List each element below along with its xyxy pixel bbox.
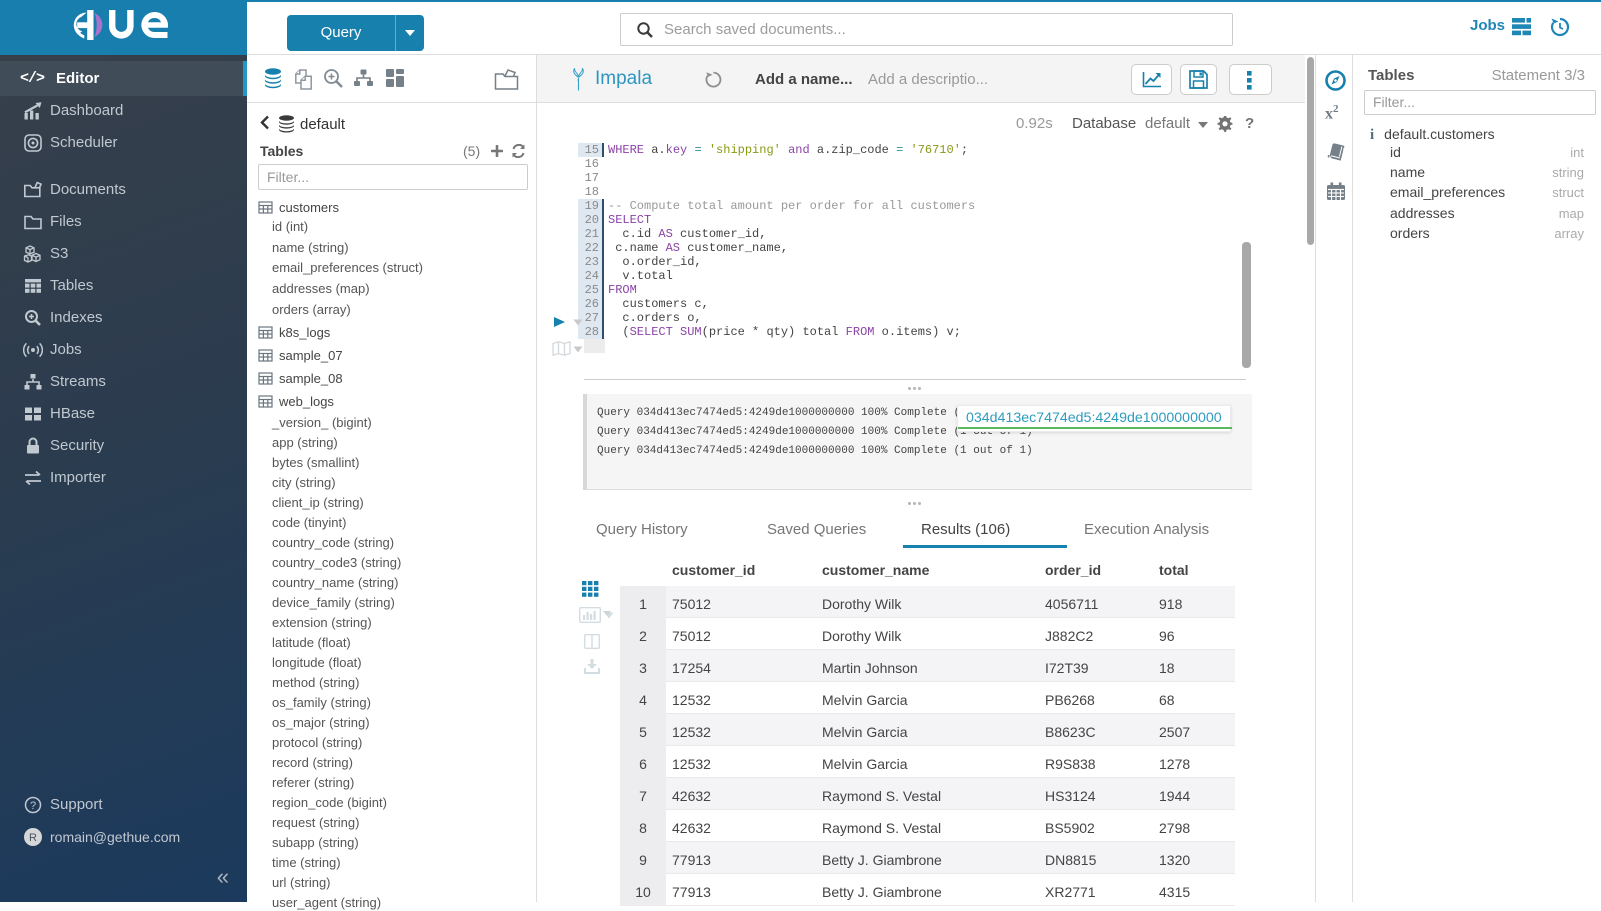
svg-text:?: ? — [30, 800, 36, 812]
svg-text:R: R — [29, 832, 37, 844]
